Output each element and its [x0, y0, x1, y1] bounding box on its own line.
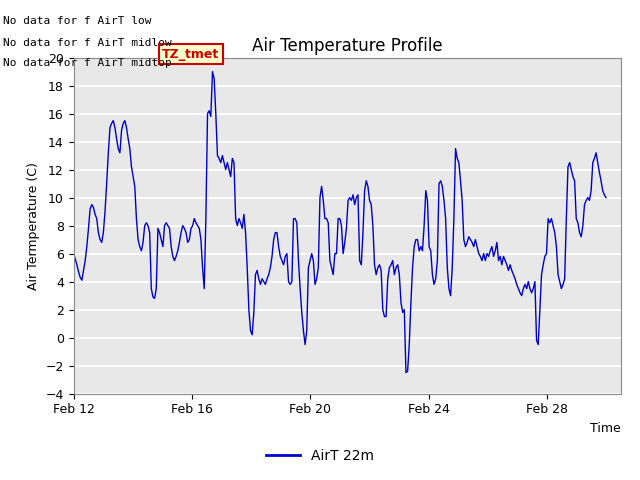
Title: Air Temperature Profile: Air Temperature Profile: [252, 36, 442, 55]
Legend: AirT 22m: AirT 22m: [260, 443, 380, 468]
X-axis label: Time: Time: [590, 422, 621, 435]
Text: TZ_tmet: TZ_tmet: [163, 48, 220, 60]
Y-axis label: Air Termperature (C): Air Termperature (C): [27, 162, 40, 289]
Text: No data for f AirT midtop: No data for f AirT midtop: [3, 58, 172, 68]
Text: No data for f AirT low: No data for f AirT low: [3, 16, 152, 26]
Text: No data for f AirT midlow: No data for f AirT midlow: [3, 37, 172, 48]
